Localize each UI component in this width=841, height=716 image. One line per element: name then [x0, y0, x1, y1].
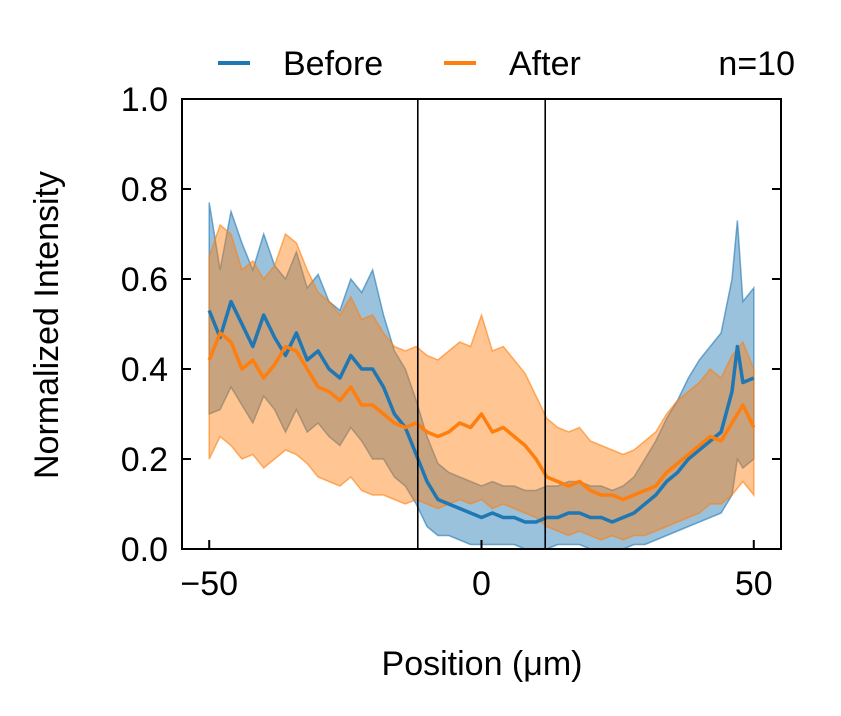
- line-after: [207, 331, 756, 502]
- x-axis-title: Position (μm): [382, 645, 583, 683]
- y-tick-label: 0.8: [121, 171, 168, 209]
- y-tick-label: 0.0: [121, 531, 168, 569]
- axis-ticks: −50 0 50 0.0 0.2 0.4 0.6 0.8 1.0: [121, 81, 781, 603]
- y-tick-label: 0.6: [121, 261, 168, 299]
- sample-size-annotation: n=10: [718, 45, 795, 83]
- confidence-bands: [208, 202, 755, 550]
- x-tick-label: −50: [180, 565, 238, 603]
- x-tick-label: 50: [735, 565, 773, 603]
- y-tick-label: 0.4: [121, 351, 168, 389]
- legend: Before After n=10: [218, 45, 795, 83]
- x-tick-label: 0: [472, 565, 491, 603]
- legend-label-before: Before: [283, 45, 383, 83]
- reference-lines: [416, 99, 547, 549]
- series-lines: [207, 299, 756, 524]
- line-before: [207, 299, 755, 524]
- y-tick-label: 1.0: [121, 81, 168, 119]
- y-tick-label: 0.2: [121, 441, 168, 479]
- y-axis-title: Normalized Intensity: [28, 171, 66, 479]
- band-after: [208, 223, 755, 541]
- legend-label-after: After: [509, 45, 581, 83]
